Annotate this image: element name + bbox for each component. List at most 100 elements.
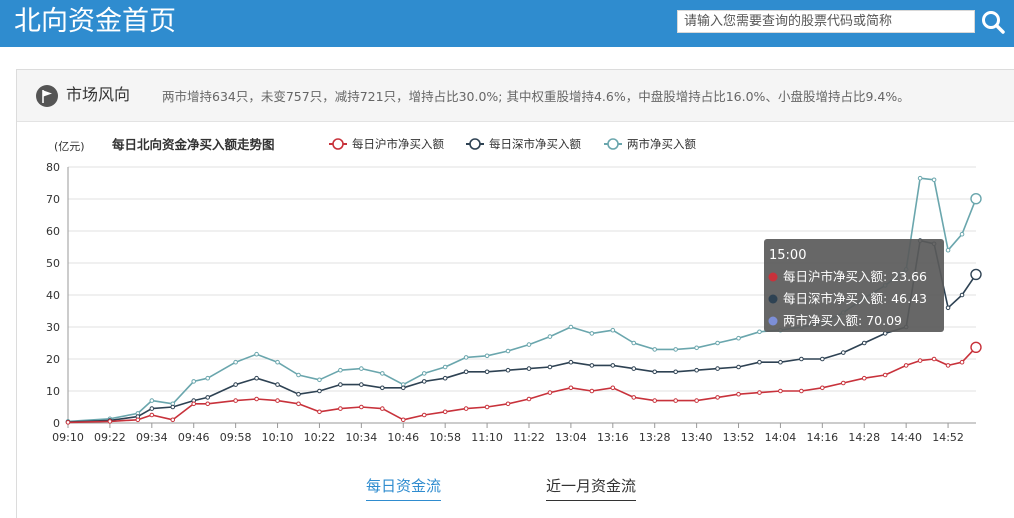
x-tick-label: 11:22: [513, 431, 545, 443]
data-point: [149, 406, 155, 411]
data-point: [945, 247, 951, 253]
flag-icon: [36, 85, 58, 107]
data-point: [191, 401, 197, 407]
data-point: [275, 382, 280, 387]
tooltip-time: 15:00: [769, 248, 806, 263]
data-point: [442, 375, 448, 381]
data-point: [442, 364, 448, 370]
data-point: [359, 382, 364, 387]
data-point: [526, 342, 532, 347]
x-tick-label: 13:52: [723, 431, 755, 443]
data-point: [799, 388, 804, 394]
data-point: [191, 379, 197, 384]
data-point: [400, 385, 406, 391]
search-input[interactable]: [677, 10, 975, 33]
market-summary: 两市增持634只，未变757只，减持721只，增持占比30.0%; 其中权重股增…: [162, 89, 910, 104]
data-point: [463, 406, 469, 411]
x-tick-label: 14:40: [890, 431, 922, 443]
data-point: [820, 356, 825, 362]
data-point: [317, 388, 322, 394]
data-point: [778, 388, 783, 394]
data-point: [736, 364, 741, 370]
data-point: [757, 329, 762, 335]
data-point: [149, 398, 155, 403]
data-point: [757, 359, 762, 365]
data-point: [931, 177, 937, 183]
x-tick-label: 09:34: [136, 431, 168, 443]
data-point: [275, 359, 280, 365]
y-tick-label: 0: [53, 417, 60, 430]
tooltip-row: 每日沪市净买入额: 23.66: [783, 269, 927, 284]
x-tick-label: 09:58: [220, 431, 252, 443]
x-tick-label: 14:04: [765, 431, 797, 443]
y-tick-label: 40: [46, 289, 60, 302]
chart-title: 每日北向资金净买入额走势图: [112, 137, 275, 152]
tooltip-dot: [768, 316, 778, 326]
data-point: [652, 369, 658, 375]
y-tick-label: 70: [46, 193, 60, 206]
data-point: [254, 375, 259, 381]
legend-marker: [607, 138, 619, 150]
data-point: [317, 409, 322, 415]
data-point: [400, 417, 406, 423]
end-point-marker: [970, 193, 982, 205]
data-point: [463, 369, 469, 375]
card-header: 市场风向 两市增持634只，未变757只，减持721只，增持占比30.0%; 其…: [17, 70, 1014, 122]
data-point: [673, 398, 678, 403]
data-point: [547, 334, 553, 339]
x-tick-label: 14:28: [848, 431, 880, 443]
x-tick-label: 13:40: [681, 431, 713, 443]
data-point: [149, 412, 155, 418]
y-tick-label: 30: [46, 321, 60, 334]
x-tick-label: 09:46: [178, 431, 210, 443]
top-bar: 北向资金首页: [0, 0, 1014, 47]
tooltip-dot: [768, 272, 778, 282]
data-point: [484, 404, 490, 410]
data-point: [275, 398, 280, 403]
data-point: [170, 404, 176, 410]
y-tick-label: 60: [46, 225, 60, 238]
data-point: [589, 331, 595, 336]
x-tick-label: 09:22: [94, 431, 126, 443]
x-tick-label: 13:04: [555, 431, 587, 443]
legend-label: 每日沪市净买入额: [352, 137, 444, 151]
x-tick-label: 13:16: [597, 431, 629, 443]
data-point: [296, 401, 301, 407]
data-point: [757, 390, 762, 395]
x-tick-label: 09:10: [52, 431, 84, 443]
data-point: [547, 364, 553, 370]
data-point: [421, 412, 427, 418]
data-point: [526, 366, 532, 371]
data-point: [820, 385, 825, 391]
data-point: [945, 305, 951, 311]
data-point: [526, 396, 532, 402]
x-tick-label: 10:58: [429, 431, 461, 443]
data-point: [568, 359, 574, 365]
tab-monthly-flow[interactable]: 近一月资金流: [546, 475, 637, 501]
data-point: [631, 395, 637, 400]
data-point: [484, 353, 490, 359]
data-point: [610, 363, 616, 368]
data-point: [715, 366, 720, 371]
search-icon[interactable]: [980, 9, 1006, 35]
data-point: [610, 385, 616, 391]
data-point: [233, 359, 238, 365]
tab-daily-flow[interactable]: 每日资金流: [366, 475, 442, 501]
data-point: [107, 419, 113, 424]
end-point-marker: [970, 268, 982, 281]
tooltip-row: 两市净买入额: 70.09: [783, 313, 902, 328]
legend-marker: [332, 138, 344, 150]
x-tick-label: 14:16: [806, 431, 838, 443]
legend-marker: [469, 138, 481, 150]
data-point: [610, 327, 616, 333]
data-point: [959, 359, 965, 365]
x-tick-label: 11:10: [471, 431, 503, 443]
data-point: [694, 398, 699, 403]
data-point: [338, 406, 343, 411]
data-point: [882, 331, 888, 336]
end-point-marker: [970, 341, 982, 353]
data-point: [484, 369, 490, 375]
data-point: [359, 404, 364, 410]
data-point: [917, 358, 923, 363]
section-title: 市场风向: [66, 85, 131, 104]
